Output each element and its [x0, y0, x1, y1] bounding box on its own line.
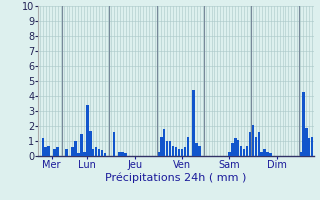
Bar: [92, 148, 94, 156]
Bar: [243, 148, 245, 156]
Bar: [47, 146, 50, 156]
Bar: [113, 132, 115, 156]
Bar: [237, 140, 239, 156]
Bar: [104, 153, 106, 156]
Bar: [198, 146, 201, 156]
Bar: [263, 148, 266, 156]
Bar: [192, 90, 195, 156]
Bar: [89, 130, 92, 156]
Bar: [166, 141, 168, 156]
Bar: [175, 147, 177, 156]
Bar: [65, 148, 68, 156]
Bar: [80, 134, 83, 156]
Bar: [178, 148, 180, 156]
Bar: [74, 141, 77, 156]
Bar: [228, 152, 231, 156]
Bar: [169, 141, 172, 156]
Bar: [308, 138, 310, 156]
Bar: [53, 148, 56, 156]
Bar: [163, 129, 165, 156]
Bar: [180, 148, 183, 156]
Bar: [249, 132, 251, 156]
Bar: [299, 152, 302, 156]
Bar: [86, 105, 89, 156]
Bar: [234, 138, 236, 156]
Bar: [124, 153, 127, 156]
Bar: [42, 138, 44, 156]
Bar: [231, 142, 234, 156]
Bar: [95, 147, 97, 156]
Bar: [302, 92, 305, 156]
Bar: [305, 128, 308, 156]
Bar: [260, 152, 263, 156]
Bar: [246, 146, 248, 156]
Bar: [157, 152, 160, 156]
Bar: [252, 124, 254, 156]
Bar: [267, 152, 269, 156]
Bar: [172, 146, 174, 156]
Bar: [187, 137, 189, 156]
Bar: [255, 137, 257, 156]
Bar: [269, 153, 272, 156]
Bar: [160, 137, 163, 156]
Bar: [44, 147, 47, 156]
Bar: [240, 146, 243, 156]
Bar: [56, 147, 59, 156]
Bar: [101, 150, 103, 156]
Bar: [98, 148, 100, 156]
X-axis label: Précipitations 24h ( mm ): Précipitations 24h ( mm ): [105, 173, 247, 183]
Bar: [118, 152, 121, 156]
Bar: [196, 142, 198, 156]
Bar: [258, 132, 260, 156]
Bar: [121, 152, 124, 156]
Bar: [77, 153, 80, 156]
Bar: [184, 147, 186, 156]
Bar: [83, 152, 85, 156]
Bar: [311, 137, 314, 156]
Bar: [71, 147, 74, 156]
